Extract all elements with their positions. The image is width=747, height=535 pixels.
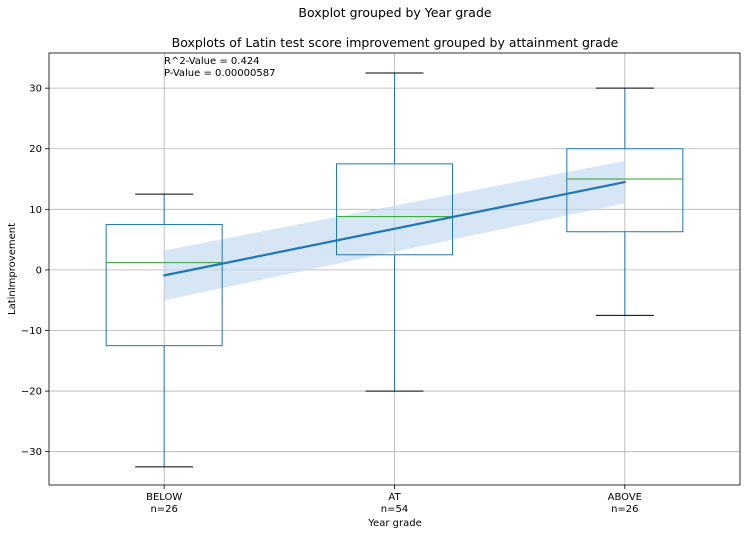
y-tick-label: −20 [21, 387, 42, 398]
box-above [566, 87, 684, 316]
box-at [336, 72, 453, 392]
iqr-box [105, 223, 223, 347]
confidence-band-layer [164, 160, 625, 301]
x-tick-count-label: n=26 [150, 504, 177, 515]
x-axis-label: Year grade [367, 518, 421, 529]
x-tick-count-label: n=54 [381, 504, 408, 515]
y-tick-label: 30 [29, 84, 42, 95]
iqr-box [566, 148, 684, 233]
x-tick-label: AT [388, 492, 401, 503]
r-squared-annotation: R^2-Value = 0.424 [164, 56, 260, 67]
y-tick-label: 20 [29, 144, 42, 155]
box-below [105, 193, 223, 468]
regression-layer [163, 180, 626, 277]
x-tick-label: BELOW [146, 492, 182, 503]
chart-title: Boxplots of Latin test score improvement… [172, 35, 619, 50]
p-value-annotation: P-Value = 0.00000587 [164, 68, 275, 79]
y-axis-label: LatinImprovement [7, 223, 18, 315]
iqr-box [336, 163, 453, 256]
confidence-band [164, 160, 625, 301]
x-tick-label: ABOVE [608, 492, 642, 503]
regression-line [163, 180, 626, 277]
box-layer [105, 72, 684, 468]
y-tick-label: 0 [36, 265, 42, 276]
y-tick-label: −10 [21, 326, 42, 337]
y-tick-label: −30 [21, 447, 42, 458]
x-tick-count-label: n=26 [611, 504, 638, 515]
y-tick-label: 10 [29, 205, 42, 216]
chart-suptitle: Boxplot grouped by Year grade [298, 5, 491, 20]
